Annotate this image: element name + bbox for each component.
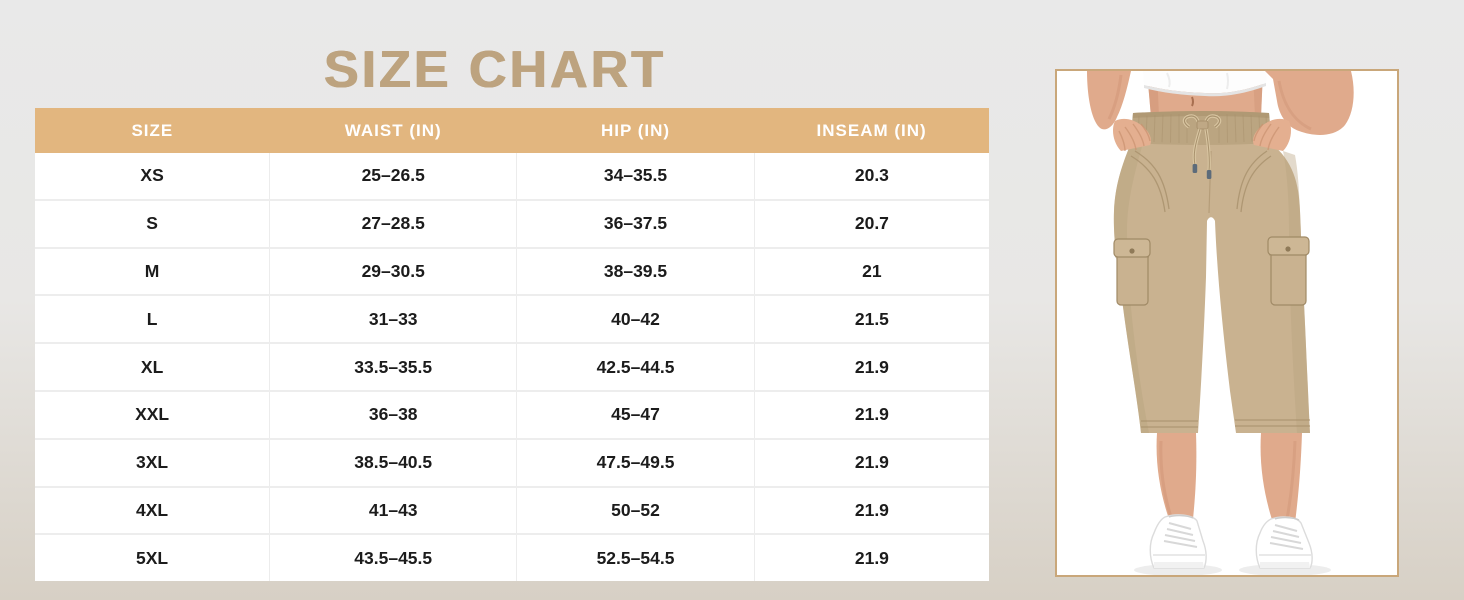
sneakers <box>1149 514 1313 569</box>
hem-stitch <box>1235 419 1310 427</box>
column-header-size: SIZE <box>35 108 270 153</box>
model-hands <box>1113 118 1291 152</box>
table-row: S 27–28.5 36–37.5 20.7 <box>35 198 989 248</box>
hem-stitch <box>1141 420 1198 428</box>
inseam-cell: 21.5 <box>753 294 989 344</box>
inseam-cell: 20.7 <box>753 198 989 248</box>
inseam-cell: 21.9 <box>753 342 989 391</box>
waist-cell: 43.5–45.5 <box>269 533 517 582</box>
size-chart-table: SIZE WAIST (IN) HIP (IN) INSEAM (IN) XS 2… <box>35 108 989 582</box>
waist-cell: 25–26.5 <box>269 153 517 200</box>
shoe-laces <box>1269 524 1304 550</box>
size-cell: S <box>35 198 270 248</box>
size-cell: XL <box>35 342 270 391</box>
size-table-body: XS 25–26.5 34–35.5 20.3 S 27–28.5 36–37.5 20.7 M… <box>35 153 989 582</box>
hip-cell: 40–42 <box>516 294 755 344</box>
navel <box>1191 96 1194 107</box>
table-row: M 29–30.5 38–39.5 21 <box>35 246 989 296</box>
size-cell: M <box>35 246 270 296</box>
table-row: XXL 36–38 45–47 21.9 <box>35 389 989 439</box>
size-cell: L <box>35 294 270 344</box>
pocket-seam <box>1130 150 1170 213</box>
sneaker-right <box>1255 516 1313 569</box>
hip-cell: 45–47 <box>516 389 755 439</box>
inseam-cell: 21.9 <box>753 485 989 535</box>
waist-cell: 38.5–40.5 <box>269 437 517 487</box>
header-row: SIZE WAIST (IN) HIP (IN) INSEAM (IN) <box>35 108 989 153</box>
pocket-seam <box>1236 150 1272 213</box>
model-photo <box>1087 71 1354 575</box>
table-row: 5XL 43.5–45.5 52.5–54.5 21.9 <box>35 533 989 582</box>
column-header-inseam: INSEAM (IN) <box>754 108 989 153</box>
waist-cell: 27–28.5 <box>269 198 517 248</box>
sneaker-left <box>1149 514 1207 569</box>
cargo-pocket <box>1113 238 1151 306</box>
size-cell: XXL <box>35 389 270 439</box>
page-title: SIZE CHART <box>324 41 666 99</box>
waist-cell: 31–33 <box>269 294 517 344</box>
table-row: 4XL 41–43 50–52 21.9 <box>35 485 989 535</box>
inseam-cell: 21.9 <box>753 533 989 582</box>
crop-top <box>1143 71 1267 97</box>
drawstring-aglet <box>1192 164 1198 173</box>
hip-cell: 34–35.5 <box>516 153 755 200</box>
table-row: XS 25–26.5 34–35.5 20.3 <box>35 153 989 200</box>
drawstring <box>1182 114 1222 179</box>
size-table-header: SIZE WAIST (IN) HIP (IN) INSEAM (IN) <box>35 108 989 153</box>
table-row: 3XL 38.5–40.5 47.5–49.5 21.9 <box>35 437 989 487</box>
size-cell: 3XL <box>35 437 270 487</box>
table-row: XL 33.5–35.5 42.5–44.5 21.9 <box>35 342 989 391</box>
cargo-pants <box>1113 111 1310 433</box>
inseam-cell: 21.9 <box>753 437 989 487</box>
hip-cell: 50–52 <box>516 485 755 535</box>
inseam-cell: 20.3 <box>753 153 989 200</box>
model-calves <box>1156 433 1302 523</box>
waist-cell: 36–38 <box>269 389 517 439</box>
inseam-cell: 21 <box>753 246 989 296</box>
hip-cell: 36–37.5 <box>516 198 755 248</box>
waist-cell: 41–43 <box>269 485 517 535</box>
hip-cell: 42.5–44.5 <box>516 342 755 391</box>
cargo-pocket <box>1267 236 1310 306</box>
model-arms <box>1087 71 1354 135</box>
hip-cell: 38–39.5 <box>516 246 755 296</box>
waist-cell: 29–30.5 <box>269 246 517 296</box>
drawstring-aglet <box>1206 170 1212 179</box>
product-photo-frame <box>1055 69 1399 577</box>
size-cell: 4XL <box>35 485 270 535</box>
column-header-waist: WAIST (IN) <box>269 108 517 153</box>
hip-cell: 52.5–54.5 <box>516 533 755 582</box>
hip-cell: 47.5–49.5 <box>516 437 755 487</box>
size-cell: 5XL <box>35 533 270 582</box>
size-cell: XS <box>35 153 270 200</box>
waist-cell: 33.5–35.5 <box>269 342 517 391</box>
shoe-laces <box>1163 522 1198 548</box>
column-header-hip: HIP (IN) <box>516 108 755 153</box>
inseam-cell: 21.9 <box>753 389 989 439</box>
table-row: L 31–33 40–42 21.5 <box>35 294 989 344</box>
